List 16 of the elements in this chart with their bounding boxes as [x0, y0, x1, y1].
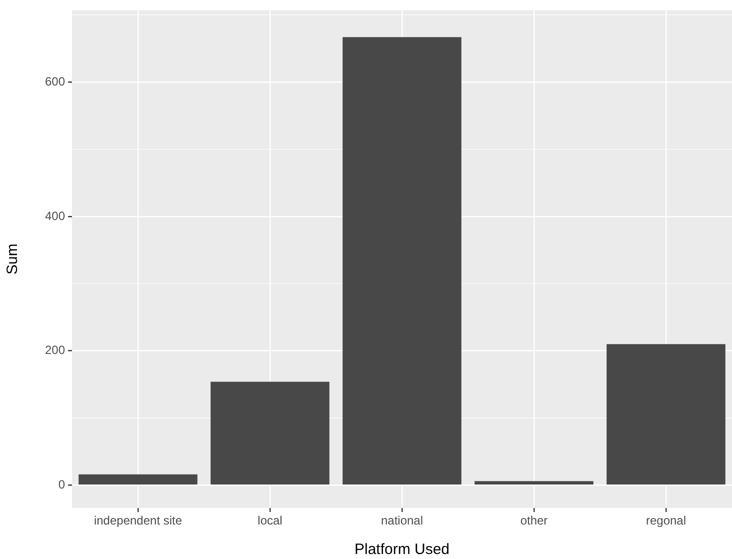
y-tick-label: 0 — [58, 477, 66, 492]
bar — [342, 37, 462, 485]
bar — [210, 382, 330, 485]
x-tick-label: independent site — [94, 514, 182, 528]
bar — [606, 344, 726, 485]
x-tick-label: regonal — [646, 514, 686, 528]
x-axis-title: Platform Used — [354, 541, 450, 558]
y-tick-label: 200 — [44, 343, 66, 358]
x-tick-label: national — [380, 514, 424, 528]
y-axis-title: Sum — [4, 244, 22, 275]
y-tick-label: 600 — [44, 74, 66, 88]
x-tick-label: other — [520, 514, 548, 528]
x-tick-label: local — [258, 514, 282, 528]
bar — [78, 474, 198, 485]
bar — [474, 481, 594, 485]
y-tick-label: 400 — [44, 208, 66, 223]
